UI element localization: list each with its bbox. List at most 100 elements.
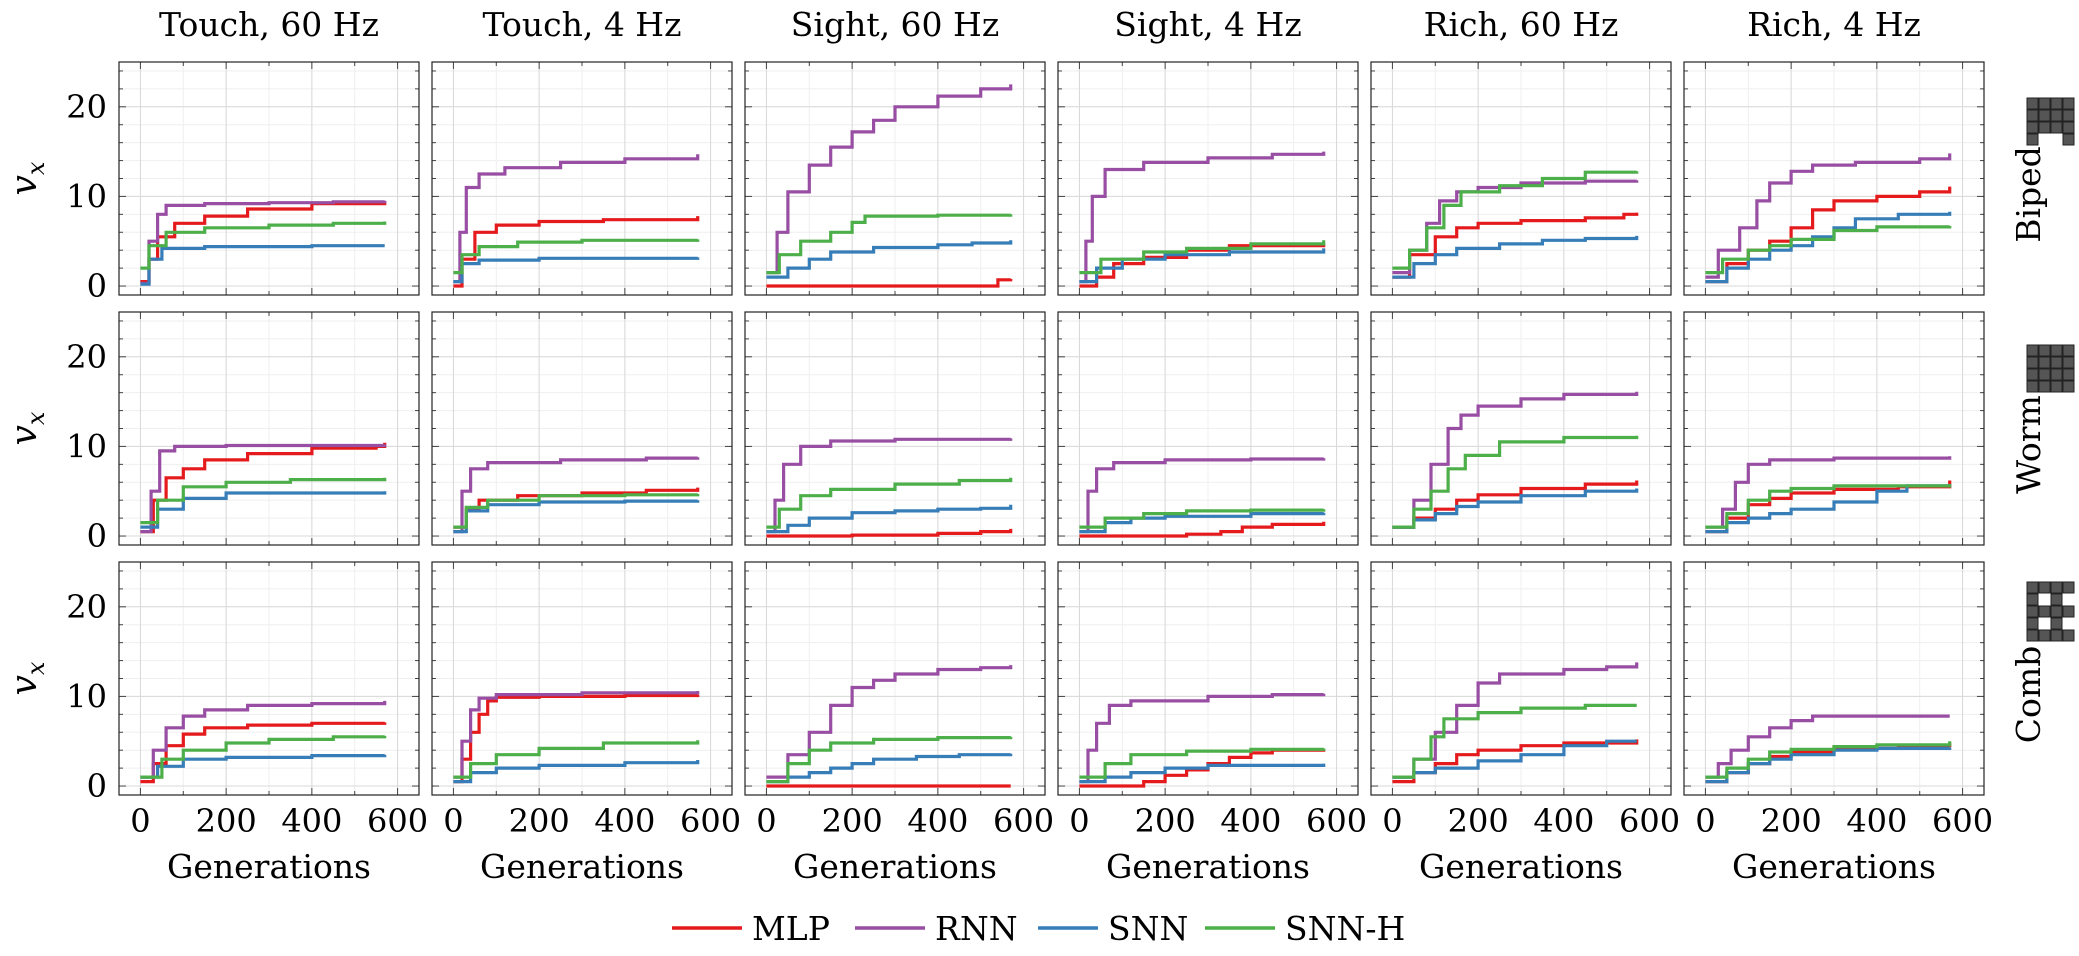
series-line-rnn — [453, 456, 700, 534]
x-tick-label: 600 — [680, 802, 741, 840]
column-title-rich-60-hz: Rich, 60 Hz — [1424, 5, 1619, 44]
series-line-mlp — [766, 528, 1013, 538]
legend-label: SNN — [1108, 909, 1188, 948]
x-axis-label: Generations — [1732, 847, 1936, 886]
worm-morphology-icon — [2026, 344, 2075, 393]
x-tick-label: 600 — [993, 802, 1054, 840]
y-axis-label: vx — [4, 661, 50, 695]
series-line-snn — [766, 504, 1013, 534]
x-tick-label: 200 — [1135, 802, 1196, 840]
x-tick-label: 400 — [1533, 802, 1594, 840]
x-tick-label: 600 — [367, 802, 428, 840]
panel-worm-touch-60-hz: 0 10 20 — [66, 311, 420, 555]
series-line-rnn — [1705, 714, 1950, 779]
y-tick-label: 10 — [66, 427, 107, 465]
x-tick-label: 400 — [281, 802, 342, 840]
series-line-snn-h — [140, 735, 387, 779]
panel-comb-rich-4-hz: 0 200 400 600 — [1683, 561, 1993, 840]
x-tick-label: 0 — [1695, 802, 1715, 840]
panel-comb-sight-4-hz: 0 200 400 600 — [1057, 561, 1367, 840]
plot-frame — [1057, 61, 1359, 296]
series-line-snn-h — [1392, 435, 1639, 529]
series-line-snn-h — [766, 736, 1013, 784]
x-axis-label: Generations — [167, 847, 371, 886]
y-tick-label: 0 — [87, 517, 107, 555]
column-title-rich-4-hz: Rich, 4 Hz — [1747, 5, 1921, 44]
series-line-snn-h — [453, 238, 700, 275]
y-tick-label: 20 — [66, 338, 107, 376]
plot-frame — [744, 311, 1046, 546]
series-line-rnn — [1079, 151, 1326, 284]
plot-frame — [118, 561, 420, 796]
y-tick-label: 10 — [66, 177, 107, 215]
y-axis-label: vx — [4, 411, 50, 445]
x-tick-label: 200 — [822, 802, 883, 840]
row-label-comb: Comb — [2009, 646, 2048, 744]
column-title-sight-4-hz: Sight, 4 Hz — [1114, 5, 1301, 44]
panel-biped-touch-4-hz — [431, 61, 733, 296]
y-tick-label: 20 — [66, 588, 107, 626]
y-tick-label: 20 — [66, 88, 107, 126]
series-line-rnn — [766, 437, 1013, 534]
series-line-snn — [766, 753, 1013, 784]
x-tick-label: 200 — [196, 802, 257, 840]
row-label-worm: Worm — [2009, 395, 2048, 494]
series-line-mlp — [1079, 521, 1326, 538]
panel-biped-rich-60-hz — [1370, 61, 1672, 296]
series-line-snn — [140, 754, 387, 779]
x-tick-label: 200 — [1761, 802, 1822, 840]
legend-label: MLP — [752, 909, 830, 948]
y-tick-label: 10 — [66, 677, 107, 715]
x-tick-label: 400 — [594, 802, 655, 840]
series-line-snn-h — [453, 740, 700, 779]
panel-worm-rich-60-hz — [1370, 311, 1672, 546]
panel-worm-sight-4-hz — [1057, 311, 1359, 546]
y-tick-label: 0 — [87, 267, 107, 305]
comb-morphology-icon — [2026, 581, 2075, 642]
series-line-snn-h — [1079, 747, 1326, 779]
legend-item-snn: SNN — [1038, 909, 1188, 948]
column-title-touch-60-hz: Touch, 60 Hz — [159, 5, 379, 44]
series-line-rnn — [766, 84, 1013, 275]
plot-frame — [118, 61, 420, 296]
plot-frame — [1683, 561, 1985, 796]
plot-frame — [1370, 61, 1672, 296]
plot-frame — [1683, 61, 1985, 296]
plot-frame — [1370, 311, 1672, 546]
series-line-rnn — [1392, 391, 1639, 529]
x-axis-label: Generations — [793, 847, 997, 886]
series-line-rnn — [140, 443, 387, 534]
panel-biped-touch-60-hz: 0 10 20 — [66, 61, 420, 305]
plot-frame — [1370, 561, 1672, 796]
panel-biped-sight-4-hz — [1057, 61, 1359, 296]
y-axis-label: vx — [4, 161, 50, 195]
x-tick-label: 0 — [1382, 802, 1402, 840]
series-line-snn-h — [453, 493, 700, 529]
series-line-snn-h — [140, 477, 387, 525]
x-tick-label: 600 — [1306, 802, 1367, 840]
plot-frame — [118, 311, 420, 546]
x-tick-label: 600 — [1619, 802, 1680, 840]
panel-comb-sight-60-hz: 0 200 400 600 — [744, 561, 1054, 840]
x-tick-label: 0 — [443, 802, 463, 840]
series-line-snn-h — [1705, 741, 1952, 779]
series-line-rnn — [1079, 457, 1326, 534]
series-line-rnn — [1705, 153, 1952, 279]
series-line-mlp — [140, 721, 387, 784]
panel-worm-touch-4-hz — [431, 311, 733, 546]
series-line-mlp — [1705, 480, 1952, 534]
x-axis-label: Generations — [1419, 847, 1623, 886]
legend-label: RNN — [935, 909, 1018, 948]
series-line-snn — [140, 244, 385, 286]
series-line-snn-h — [1392, 170, 1639, 270]
series-line-mlp — [766, 278, 1013, 288]
series-line-snn — [1705, 211, 1952, 284]
labels: Touch, 60 Hz Touch, 4 Hz Sight, 60 Hz Sight… — [4, 5, 2075, 886]
series-line-snn — [766, 240, 1013, 279]
plot-frame — [431, 61, 733, 296]
panel-biped-rich-4-hz — [1683, 61, 1985, 296]
plot-frame — [1683, 311, 1985, 546]
panel-biped-sight-60-hz — [744, 61, 1046, 296]
panel-comb-touch-4-hz: 0 200 400 600 — [431, 561, 741, 840]
